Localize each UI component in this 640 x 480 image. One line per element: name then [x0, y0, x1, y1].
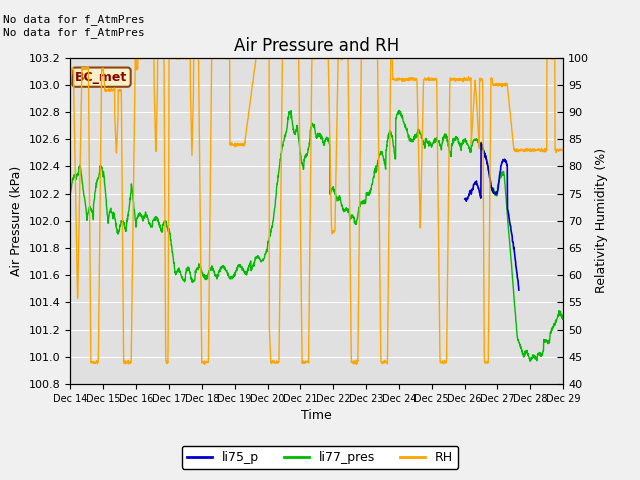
Y-axis label: Relativity Humidity (%): Relativity Humidity (%) — [595, 148, 607, 293]
X-axis label: Time: Time — [301, 409, 332, 422]
Legend: li75_p, li77_pres, RH: li75_p, li77_pres, RH — [182, 446, 458, 469]
Text: BC_met: BC_met — [76, 71, 127, 84]
Title: Air Pressure and RH: Air Pressure and RH — [234, 36, 399, 55]
Y-axis label: Air Pressure (kPa): Air Pressure (kPa) — [10, 166, 23, 276]
Text: No data for f_AtmPres
No data for f_AtmPres: No data for f_AtmPres No data for f_AtmP… — [3, 14, 145, 38]
